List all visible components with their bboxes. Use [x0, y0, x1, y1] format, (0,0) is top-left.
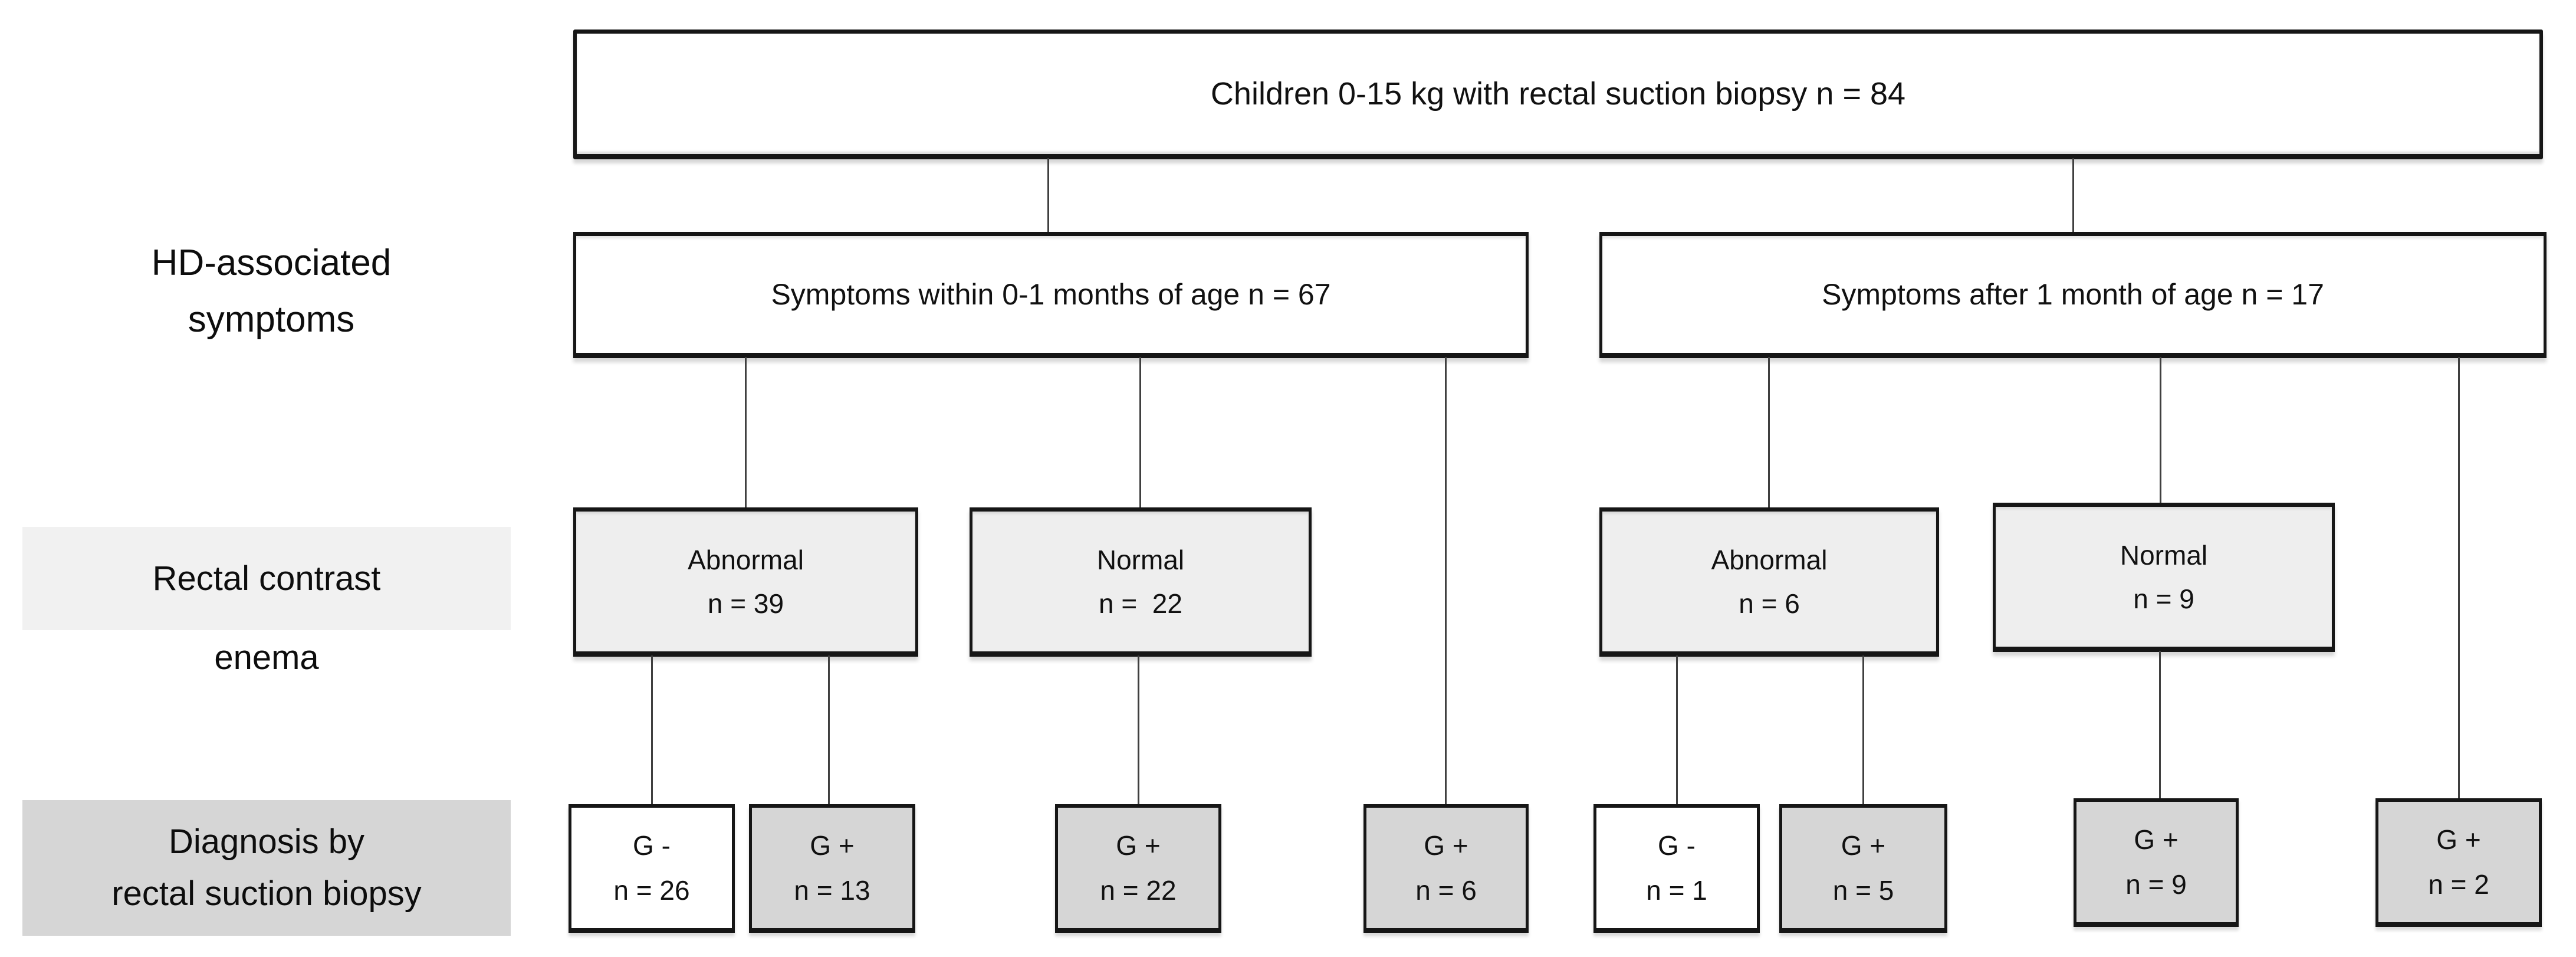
normal-late-label: Normal [2120, 539, 2208, 571]
gpos-early-abnormal-n: n = 13 [794, 875, 870, 906]
normal-late-box: Normal n = 9 [1993, 503, 2335, 652]
normal-late-n: n = 9 [2133, 583, 2194, 614]
gpos-early-abnormal-label: G + [810, 830, 855, 861]
row-label-rce-line1: Rectal contrast [152, 559, 381, 598]
normal-early-box: Normal n = 22 [970, 507, 1312, 657]
row-label-rectal-contrast-enema-band: Rectal contrast [22, 527, 511, 630]
gpos-late-abnormal-n: n = 5 [1832, 875, 1894, 906]
row-label-hd-line1: HD-associated [151, 242, 392, 283]
connector-late-to-gpos-no-enema [2458, 357, 2460, 799]
gpos-late-no-enema-label: G + [2436, 824, 2481, 855]
gneg-late-abnormal-label: G - [1658, 830, 1696, 861]
normal-early-n: n = 22 [1099, 588, 1182, 619]
gpos-early-no-enema-box: G + n = 6 [1363, 804, 1529, 933]
gpos-late-abnormal-label: G + [1841, 830, 1886, 861]
symptoms-late-box: Symptoms after 1 month of age n = 17 [1599, 232, 2547, 358]
root-box: Children 0-15 kg with rectal suction bio… [573, 30, 2543, 159]
connector-early-to-abnormal [745, 357, 747, 509]
gpos-early-no-enema-n: n = 6 [1415, 875, 1477, 906]
abnormal-early-box: Abnormal n = 39 [573, 507, 918, 657]
gpos-late-normal-box: G + n = 9 [2074, 798, 2239, 927]
gpos-early-normal-label: G + [1116, 830, 1161, 861]
abnormal-late-box: Abnormal n = 6 [1599, 507, 1939, 657]
symptoms-late-label: Symptoms after 1 month of age n = 17 [1822, 278, 2324, 311]
normal-early-label: Normal [1096, 544, 1185, 575]
gpos-late-normal-n: n = 9 [2125, 869, 2187, 900]
connector-abnormal-late-to-gpos [1862, 656, 1864, 805]
connector-early-to-gpos-no-enema [1445, 357, 1447, 805]
symptoms-early-box: Symptoms within 0-1 months of age n = 67 [573, 232, 1529, 358]
gpos-late-abnormal-box: G + n = 5 [1779, 804, 1947, 933]
connector-normal-late-to-gpos [2159, 651, 2161, 799]
symptoms-early-label: Symptoms within 0-1 months of age n = 67 [771, 278, 1331, 311]
connector-root-to-symptoms-early [1047, 158, 1049, 233]
gneg-early-abnormal-label: G - [633, 830, 671, 861]
gpos-early-no-enema-label: G + [1424, 830, 1468, 861]
root-box-label: Children 0-15 kg with rectal suction bio… [1210, 76, 1906, 112]
row-label-hd-line2: symptoms [188, 299, 355, 340]
gneg-late-abnormal-box: G - n = 1 [1593, 804, 1760, 933]
gpos-early-normal-n: n = 22 [1100, 875, 1177, 906]
abnormal-late-label: Abnormal [1711, 544, 1828, 575]
gpos-early-normal-box: G + n = 22 [1055, 804, 1221, 933]
connector-abnormal-late-to-gneg [1676, 656, 1678, 805]
connector-abnormal-early-to-gneg [651, 656, 653, 805]
row-label-hd-associated-symptoms: HD-associated symptoms [83, 235, 460, 348]
gneg-early-abnormal-box: G - n = 26 [569, 804, 735, 933]
connector-normal-early-to-gpos [1138, 656, 1139, 805]
connector-early-to-normal [1139, 357, 1141, 509]
gpos-late-no-enema-box: G + n = 2 [2375, 798, 2542, 927]
abnormal-early-n: n = 39 [707, 588, 784, 619]
gpos-late-normal-label: G + [2134, 824, 2179, 855]
connector-root-to-symptoms-late [2072, 158, 2074, 233]
gpos-late-no-enema-n: n = 2 [2428, 869, 2489, 900]
row-label-rce-line2: enema [214, 638, 319, 677]
row-label-dx-line2: rectal suction biopsy [111, 874, 422, 913]
row-label-diagnosis-band: Diagnosis by rectal suction biopsy [22, 800, 511, 936]
connector-late-to-abnormal [1768, 357, 1770, 509]
abnormal-early-label: Abnormal [688, 544, 804, 575]
abnormal-late-n: n = 6 [1739, 588, 1800, 619]
gpos-early-abnormal-box: G + n = 13 [749, 804, 915, 933]
connector-late-to-normal [2160, 357, 2161, 504]
connector-abnormal-early-to-gpos [828, 656, 830, 805]
row-label-dx-line1: Diagnosis by [168, 822, 365, 861]
gneg-early-abnormal-n: n = 26 [613, 875, 690, 906]
gneg-late-abnormal-n: n = 1 [1646, 875, 1707, 906]
